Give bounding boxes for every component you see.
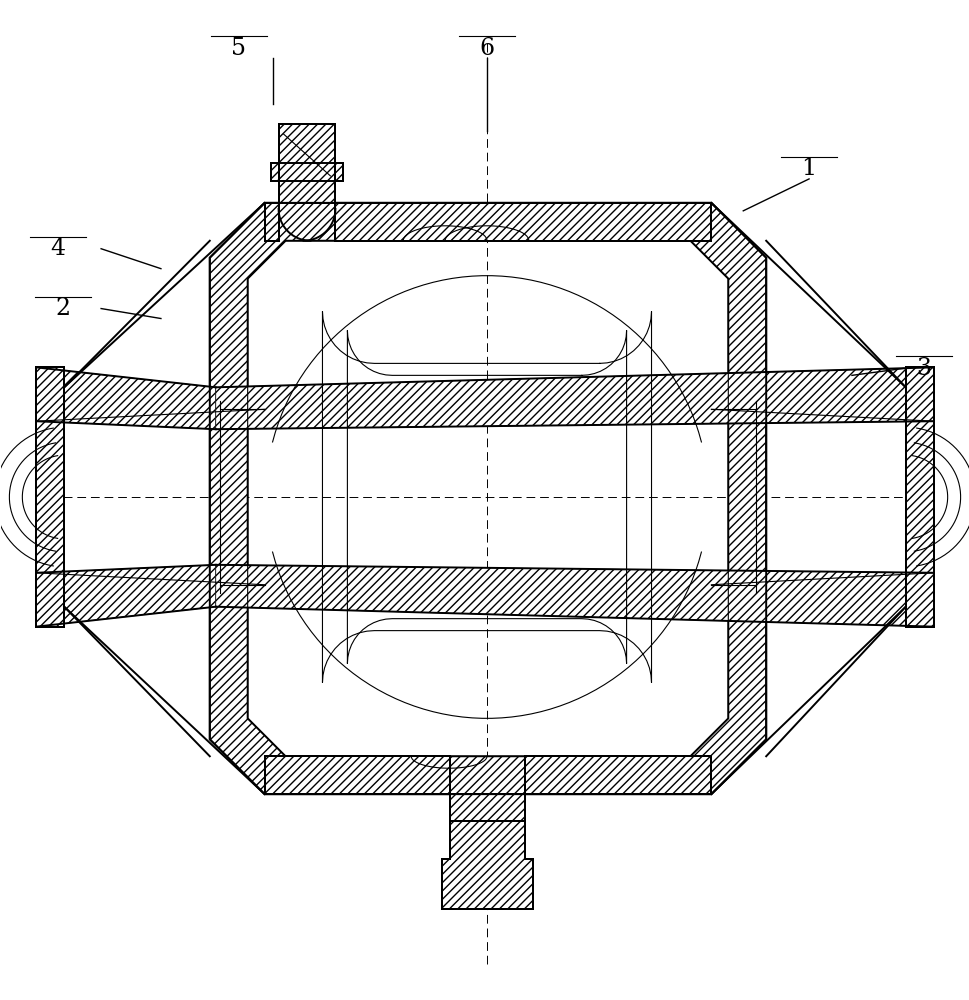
Text: 6: 6	[479, 37, 494, 60]
Polygon shape	[442, 821, 532, 909]
Polygon shape	[215, 565, 933, 627]
Polygon shape	[36, 367, 215, 429]
Polygon shape	[265, 756, 710, 821]
Polygon shape	[905, 367, 933, 627]
Polygon shape	[265, 124, 710, 241]
Text: 3: 3	[916, 357, 930, 380]
Text: 4: 4	[50, 237, 66, 260]
Polygon shape	[36, 565, 215, 627]
Text: 1: 1	[800, 157, 816, 180]
Polygon shape	[265, 203, 278, 241]
Polygon shape	[36, 367, 64, 627]
Polygon shape	[215, 367, 933, 429]
Polygon shape	[278, 124, 335, 181]
Text: 5: 5	[231, 37, 246, 60]
PathPatch shape	[209, 203, 766, 794]
Polygon shape	[270, 163, 343, 181]
Text: 2: 2	[55, 297, 71, 320]
